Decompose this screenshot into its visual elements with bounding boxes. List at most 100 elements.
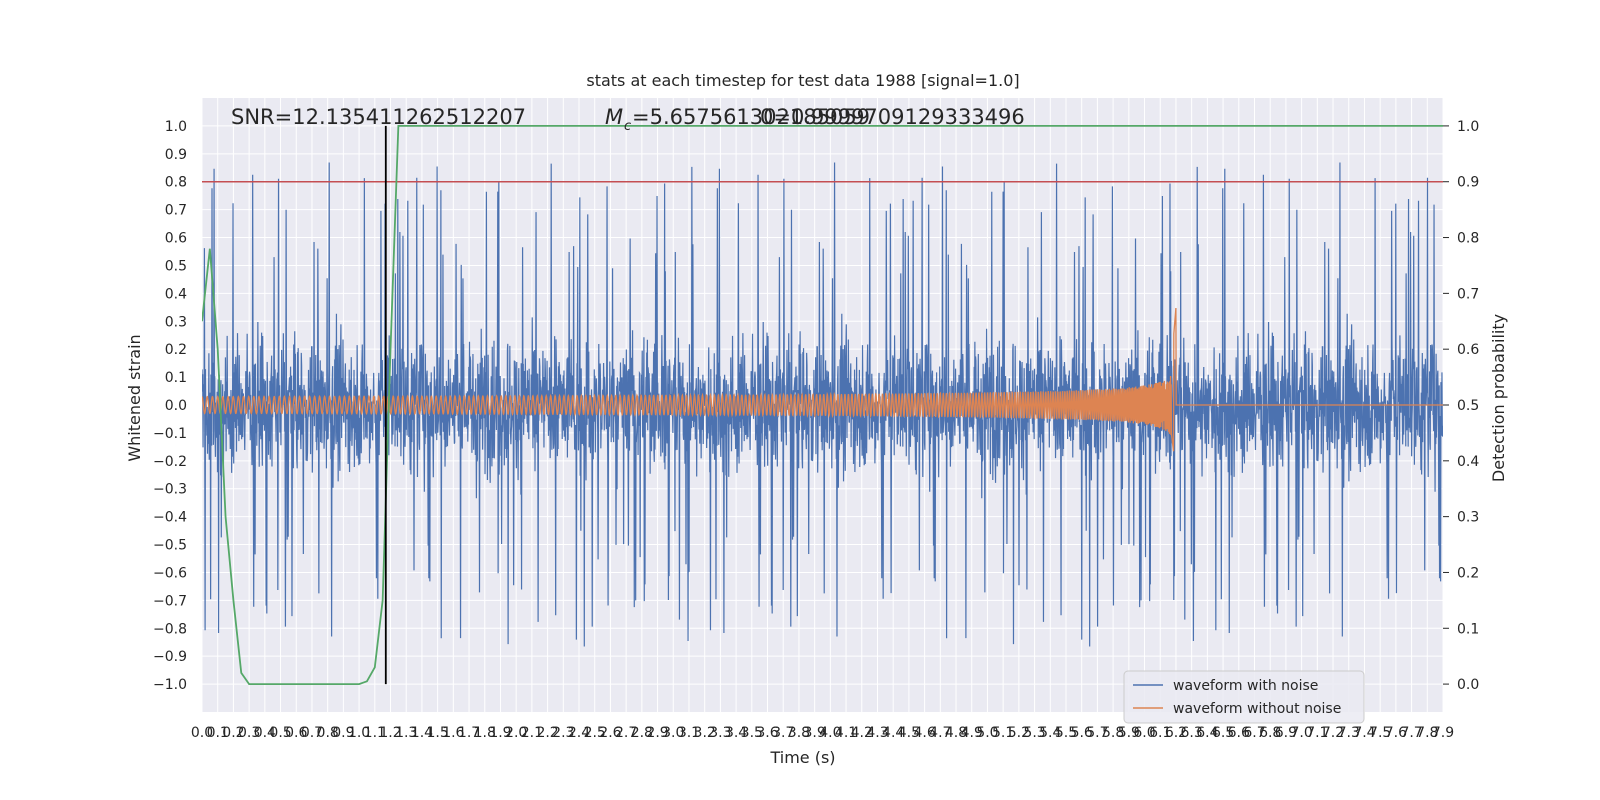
x-tick-label: 0.4 <box>254 725 276 741</box>
x-tick-label: 0.2 <box>222 725 244 741</box>
x-tick-label: 1.8 <box>474 725 496 741</box>
x-tick-label: 2.8 <box>631 725 653 741</box>
y2-tick-label: 0.8 <box>1457 231 1479 247</box>
x-tick-label: 5.9 <box>1118 725 1140 741</box>
y-tick-label: 0.6 <box>165 231 187 247</box>
y-tick-label: 0.0 <box>165 398 187 414</box>
y-tick-label: −0.1 <box>153 426 187 442</box>
x-tick-label: 4.1 <box>835 725 857 741</box>
x-tick-label: 3.3 <box>709 725 731 741</box>
x-tick-label: 2.7 <box>615 725 637 741</box>
x-tick-label: 2.9 <box>646 725 668 741</box>
x-tick-label: 4.4 <box>882 725 904 741</box>
y2-tick-label: 0.5 <box>1457 398 1479 414</box>
y-tick-label: 0.3 <box>165 314 187 330</box>
x-tick-label: 3.9 <box>804 725 826 741</box>
x-tick-label: 4.3 <box>866 725 888 741</box>
y-tick-label: −1.0 <box>153 677 187 693</box>
y2-tick-label: 0.0 <box>1457 677 1479 693</box>
x-tick-label: 0.6 <box>285 725 307 741</box>
x-tick-label: 5.0 <box>976 725 998 741</box>
chirp-mass-value: =5.657561302185059 <box>632 105 870 129</box>
x-tick-label: 0.5 <box>269 725 291 741</box>
x-tick-label: 2.0 <box>505 725 527 741</box>
x-tick-label: 2.1 <box>521 725 543 741</box>
x-tick-label: 1.6 <box>442 725 464 741</box>
y2-tick-label: 0.1 <box>1457 621 1479 637</box>
x-tick-label: 6.5 <box>1212 725 1234 741</box>
x-tick-label: 6.3 <box>1181 725 1203 741</box>
y-tick-label: 0.4 <box>165 286 187 302</box>
x-tick-label: 7.6 <box>1385 725 1407 741</box>
y-tick-label: 0.7 <box>165 203 187 219</box>
y2-tick-label: 0.9 <box>1457 175 1479 191</box>
legend-label-noise: waveform with noise <box>1173 678 1318 694</box>
x-tick-label: 5.6 <box>1071 725 1093 741</box>
y-tick-label: 0.5 <box>165 258 187 274</box>
x-tick-label: 6.9 <box>1275 725 1297 741</box>
x-tick-label: 5.3 <box>1023 725 1045 741</box>
x-tick-label: 4.7 <box>929 725 951 741</box>
y-tick-label: −0.9 <box>153 649 187 665</box>
plot-content <box>202 125 1443 685</box>
x-tick-label: 7.3 <box>1338 725 1360 741</box>
x-tick-label: 4.2 <box>851 725 873 741</box>
x-tick-label: 3.4 <box>725 725 747 741</box>
y-tick-label: −0.6 <box>153 565 187 581</box>
x-tick-label: 3.0 <box>662 725 684 741</box>
legend-box <box>1123 670 1365 724</box>
x-tick-label: 6.8 <box>1259 725 1281 741</box>
y-tick-label: −0.5 <box>153 538 187 554</box>
x-tick-label: 3.8 <box>788 725 810 741</box>
x-tick-label: 2.3 <box>552 725 574 741</box>
x-tick-label: 2.2 <box>536 725 558 741</box>
x-tick-label: 1.1 <box>364 725 386 741</box>
x-tick-label: 3.7 <box>772 725 794 741</box>
x-axis-label: Time (s) <box>769 748 835 767</box>
x-tick-label: 7.1 <box>1306 725 1328 741</box>
x-tick-label: 5.7 <box>1086 725 1108 741</box>
x-tick-label: 1.3 <box>395 725 417 741</box>
x-tick-label: 7.8 <box>1416 725 1438 741</box>
y-tick-label: 0.2 <box>165 342 187 358</box>
y-tick-label: −0.4 <box>153 510 187 526</box>
x-tick-label: 5.2 <box>1008 725 1030 741</box>
x-tick-label: 6.7 <box>1243 725 1265 741</box>
x-tick-label: 3.1 <box>678 725 700 741</box>
y-tick-label: 1.0 <box>165 119 187 135</box>
y2-axis-label: Detection probability <box>1489 314 1508 482</box>
series-waveform-with-noise <box>202 162 1443 647</box>
x-tick-label: 7.0 <box>1290 725 1312 741</box>
x-tick-label: 6.6 <box>1228 725 1250 741</box>
x-tick-label: 4.0 <box>819 725 841 741</box>
x-tick-label: 2.5 <box>584 725 606 741</box>
x-tick-label: 4.5 <box>898 725 920 741</box>
x-tick-label: 7.4 <box>1353 725 1375 741</box>
x-tick-label: 5.5 <box>1055 725 1077 741</box>
y-tick-label: 0.9 <box>165 147 187 163</box>
y-tick-label: −0.3 <box>153 482 187 498</box>
y2-tick-label: 0.7 <box>1457 286 1479 302</box>
x-tick-label: 6.1 <box>1149 725 1171 741</box>
x-tick-label: 0.0 <box>191 725 213 741</box>
x-tick-label: 6.0 <box>1133 725 1155 741</box>
x-tick-label: 4.9 <box>961 725 983 741</box>
x-tick-label: 7.9 <box>1432 725 1454 741</box>
y-tick-label: −0.2 <box>153 454 187 470</box>
y-tick-label: 0.1 <box>165 370 187 386</box>
y-tick-label: 0.8 <box>165 175 187 191</box>
y2-tick-label: 0.4 <box>1457 454 1479 470</box>
x-tick-label: 6.4 <box>1196 725 1218 741</box>
y2-tick-label: 0.3 <box>1457 510 1479 526</box>
chirp-mass-subscript: c <box>624 119 631 134</box>
x-tick-label: 1.0 <box>348 725 370 741</box>
x-tick-label: 0.1 <box>207 725 229 741</box>
x-tick-label: 0.3 <box>238 725 260 741</box>
x-tick-label: 0.9 <box>332 725 354 741</box>
y-tick-label: −0.7 <box>153 593 187 609</box>
legend: waveform with noise waveform without noi… <box>1123 670 1365 724</box>
x-tick-label: 7.7 <box>1400 725 1422 741</box>
x-tick-label: 1.2 <box>379 725 401 741</box>
x-tick-label: 1.9 <box>489 725 511 741</box>
